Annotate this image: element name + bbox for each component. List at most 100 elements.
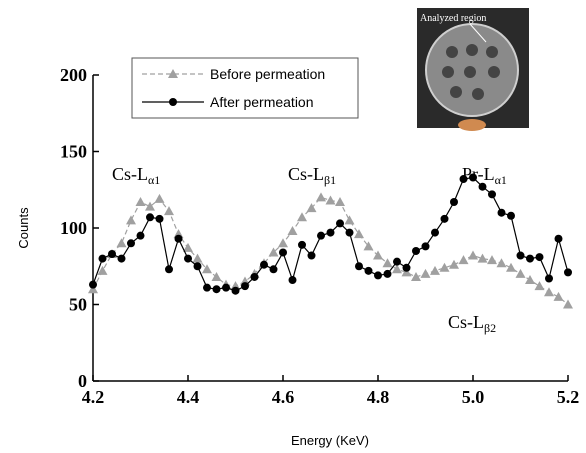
data-point [373,250,383,260]
data-point [317,231,325,240]
data-point [336,219,344,228]
data-point [98,254,107,263]
data-point [401,267,412,277]
data-point [345,228,354,237]
data-point [126,215,136,225]
data-point [554,234,563,243]
data-point [183,242,193,252]
data-point [488,190,496,199]
data-point [402,263,411,272]
data-point [458,255,469,265]
data-point [136,231,145,240]
y-tick-label: 150 [60,142,87,162]
x-tick-label: 4.2 [82,387,105,407]
data-point [420,268,431,278]
data-point [211,271,222,281]
y-tick-label: 200 [60,65,87,85]
annotation-text: Cs-L [112,164,148,184]
data-point [307,251,316,260]
annotation-subscript: α1 [148,173,160,187]
data-point [459,175,468,184]
data-point [525,275,535,285]
inset-holes [442,44,500,100]
data-point [174,234,183,243]
data-point [516,251,525,260]
data-point [496,258,507,268]
data-point [279,248,287,257]
data-point [363,241,374,251]
x-axis-title: Energy (KeV) [291,433,369,448]
legend-label: Before permeation [210,66,325,82]
data-point [564,268,572,277]
data-point [231,286,240,295]
y-tick-label: 0 [78,371,87,391]
data-point [108,250,116,259]
data-point [450,197,458,206]
data-point [97,265,108,275]
x-tick-label: 5.0 [462,387,485,407]
inset-pointer [469,23,487,43]
data-point [326,228,335,237]
data-point [316,192,326,202]
data-point [306,203,317,213]
inset-photo: Analyzed region [417,8,529,131]
annotation-subscript: β2 [484,321,496,335]
data-point [487,255,497,265]
legend-marker [168,69,178,78]
x-tick-label: 5.2 [557,387,580,407]
data-point [193,262,202,271]
data-point [507,211,515,220]
annotation: Cs-Lβ1 [288,164,336,187]
data-point [278,238,288,248]
x-tick-label: 4.8 [367,387,390,407]
data-point [411,271,421,281]
data-point [89,280,97,289]
data-point [526,254,534,263]
inset-label: Analyzed region [420,13,486,24]
data-point [497,208,506,217]
legend-label: After permeation [210,94,314,110]
data-point [515,268,526,278]
data-point [165,265,173,274]
data-point [364,266,373,275]
data-point [534,281,545,291]
annotation-text: Cs-L [288,164,324,184]
data-point [241,282,249,291]
data-point [477,253,488,263]
data-point [268,247,279,257]
data-point [184,254,192,263]
annotation-subscript: α1 [495,173,507,187]
data-point [544,287,554,297]
annotation: Pr-Lα1 [462,164,507,187]
y-tick-label: 100 [60,218,87,238]
data-point [154,193,165,203]
data-point [553,291,564,301]
data-point [298,240,306,249]
data-point [439,262,450,272]
data-point [202,264,212,274]
data-point [222,283,230,292]
annotation: Cs-Lβ2 [448,312,496,335]
y-tick-label: 50 [69,295,87,315]
annotation-text: Cs-L [448,312,484,332]
data-point [117,254,126,263]
data-point [260,260,268,269]
data-point [297,212,307,222]
data-point [116,238,127,248]
data-point [469,173,477,182]
data-point [412,246,420,255]
data-point [393,257,401,266]
data-point [354,229,364,239]
legend [131,57,359,119]
data-point [440,214,449,223]
data-point [135,196,146,206]
data-point [344,215,355,225]
legend-marker [169,98,177,106]
data-point [545,274,553,283]
data-point [212,285,221,294]
data-point [335,196,345,206]
data-point [506,262,516,272]
data-point [383,269,392,278]
data-point [421,242,430,251]
data-point [146,213,154,222]
